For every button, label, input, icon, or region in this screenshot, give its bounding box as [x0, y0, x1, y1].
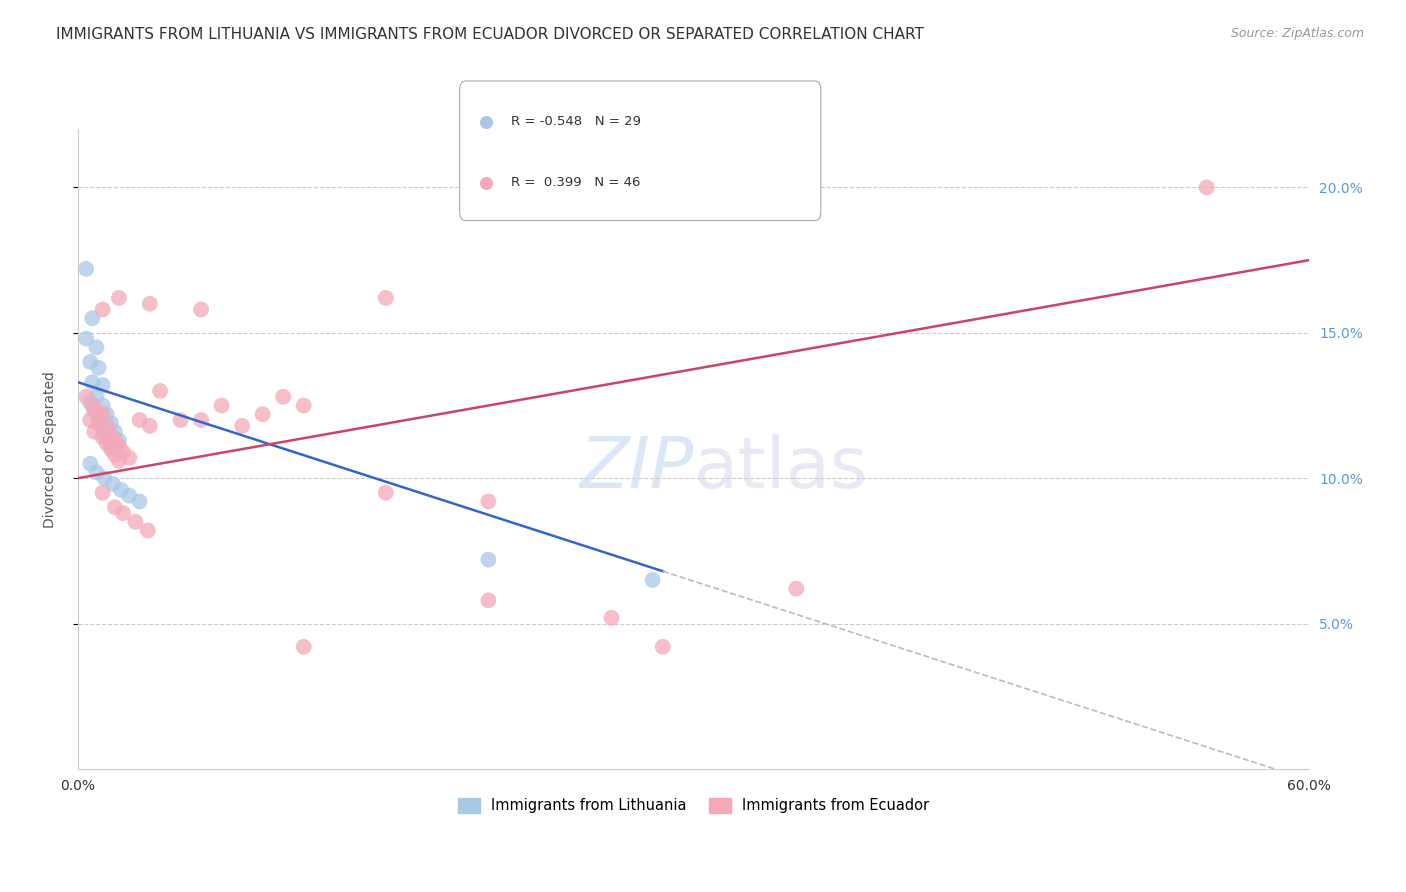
Point: [475, 176, 498, 190]
Point: [104, 448, 127, 462]
Point: [96, 430, 118, 444]
Point: [83, 404, 105, 418]
Point: [79, 413, 101, 427]
Point: [136, 524, 159, 538]
Point: [86, 404, 108, 418]
Text: ZIP: ZIP: [579, 434, 693, 503]
Point: [110, 483, 132, 497]
Point: [271, 390, 294, 404]
Point: [91, 302, 114, 317]
Point: [91, 407, 114, 421]
Point: [600, 611, 623, 625]
Point: [82, 311, 104, 326]
Text: R = -0.548   N = 29: R = -0.548 N = 29: [510, 115, 641, 128]
Point: [82, 376, 104, 390]
Point: [100, 442, 122, 456]
Point: [475, 114, 498, 128]
Point: [91, 430, 114, 444]
Point: [75, 261, 97, 276]
Point: [211, 399, 233, 413]
Point: [252, 407, 274, 421]
Point: [651, 640, 673, 654]
Point: [86, 390, 108, 404]
Point: [190, 302, 212, 317]
Point: [108, 434, 131, 448]
Point: [82, 399, 104, 413]
Point: [96, 418, 118, 433]
Point: [108, 454, 131, 468]
Point: [139, 418, 162, 433]
Point: [86, 466, 108, 480]
Point: [104, 425, 127, 439]
Point: [87, 360, 110, 375]
Point: [108, 439, 131, 453]
Point: [108, 291, 131, 305]
Point: [190, 413, 212, 427]
Point: [91, 422, 114, 436]
Point: [641, 573, 664, 587]
Point: [231, 418, 253, 433]
Point: [112, 506, 135, 520]
Point: [79, 395, 101, 409]
Point: [128, 413, 150, 427]
Point: [101, 477, 124, 491]
Point: [87, 413, 110, 427]
Point: [374, 485, 396, 500]
Point: [104, 500, 127, 515]
Point: [118, 489, 141, 503]
Point: [785, 582, 807, 596]
Point: [75, 390, 97, 404]
Point: [93, 471, 115, 485]
Point: [79, 355, 101, 369]
Point: [128, 494, 150, 508]
Text: R =  0.399   N = 46: R = 0.399 N = 46: [510, 177, 640, 189]
Y-axis label: Divorced or Separated: Divorced or Separated: [44, 371, 58, 527]
Point: [100, 416, 122, 430]
Text: IMMIGRANTS FROM LITHUANIA VS IMMIGRANTS FROM ECUADOR DIVORCED OR SEPARATED CORRE: IMMIGRANTS FROM LITHUANIA VS IMMIGRANTS …: [56, 27, 924, 42]
Point: [112, 445, 135, 459]
FancyBboxPatch shape: [460, 81, 821, 220]
Point: [124, 515, 146, 529]
Text: atlas: atlas: [693, 434, 868, 503]
Point: [86, 340, 108, 354]
Point: [83, 425, 105, 439]
Point: [91, 378, 114, 392]
Point: [96, 436, 118, 450]
Point: [477, 593, 499, 607]
Point: [139, 297, 162, 311]
Point: [477, 494, 499, 508]
Point: [169, 413, 191, 427]
Point: [87, 416, 110, 430]
Point: [292, 640, 315, 654]
Point: [91, 485, 114, 500]
Point: [1195, 180, 1218, 194]
Point: [477, 552, 499, 566]
Legend: Immigrants from Lithuania, Immigrants from Ecuador: Immigrants from Lithuania, Immigrants fr…: [451, 792, 935, 819]
Point: [118, 450, 141, 465]
Point: [100, 439, 122, 453]
Point: [104, 434, 127, 448]
Point: [374, 291, 396, 305]
Point: [149, 384, 172, 398]
Point: [75, 332, 97, 346]
Point: [79, 457, 101, 471]
Point: [100, 427, 122, 442]
Text: Source: ZipAtlas.com: Source: ZipAtlas.com: [1230, 27, 1364, 40]
Point: [96, 407, 118, 421]
Point: [292, 399, 315, 413]
Point: [91, 399, 114, 413]
